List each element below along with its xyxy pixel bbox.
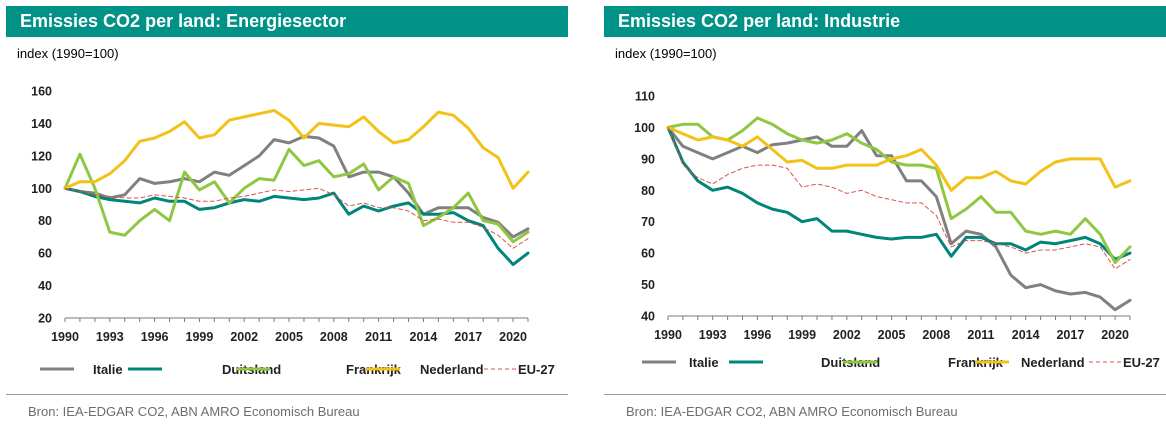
source-note: Bron: IEA-EDGAR CO2, ABN AMRO Economisch…: [626, 404, 958, 419]
x-tick-label: 2005: [878, 328, 906, 342]
legend-entry: Italie: [689, 355, 719, 370]
y-tick-label: 40: [641, 310, 655, 324]
x-tick-label: 2017: [454, 330, 482, 344]
chart-title: Emissies CO2 per land: Energiesector: [20, 11, 347, 31]
chart-title: Emissies CO2 per land: Industrie: [618, 11, 901, 31]
y-tick-label: 80: [641, 184, 655, 198]
series-line-duitsland: [666, 125, 1132, 261]
x-tick-label: 2005: [275, 330, 303, 344]
x-tick-label: 2014: [410, 330, 438, 344]
y-tick-label: 90: [641, 152, 655, 166]
legend-entry: Italie: [93, 362, 123, 377]
source-divider: [604, 394, 1166, 395]
x-tick-label: 1990: [654, 328, 682, 342]
x-tick-label: 2002: [230, 330, 258, 344]
chart-panel-industrie: Emissies CO2 per land: Industrie index (…: [598, 0, 1166, 427]
y-tick-label: 70: [641, 215, 655, 229]
line-chart-industrie: 40 50 60 70 80 90 100 110 1990 1993 1996 1999 2002 20…: [634, 90, 1160, 371]
y-axis-label: index (1990=100): [615, 46, 717, 61]
line-chart-energiesector: 20 40 60 80 100 120 140 160 1990 1993 1996 1999 2002…: [31, 85, 555, 378]
series-line-nederland: [63, 109, 530, 190]
y-tick-label: 110: [635, 90, 655, 104]
series-line-frankrijk: [666, 116, 1132, 265]
y-tick-label: 50: [641, 278, 655, 292]
x-tick-label: 2014: [1012, 328, 1040, 342]
source-note: Bron: IEA-EDGAR CO2, ABN AMRO Economisch…: [28, 404, 360, 419]
legend-entry: EU-27: [518, 362, 555, 377]
legend-entry: Nederland: [1021, 355, 1085, 370]
chart-title-bar: Emissies CO2 per land: Energiesector: [6, 6, 568, 37]
y-tick-label: 140: [31, 117, 52, 131]
x-tick-label: 2002: [833, 328, 861, 342]
series-line-nederland: [666, 125, 1132, 192]
x-tick-label: 1999: [186, 330, 214, 344]
x-tick-label: 1999: [788, 328, 816, 342]
x-tick-label: 1990: [51, 330, 79, 344]
x-tick-label: 1996: [744, 328, 772, 342]
series-line-italie: [666, 125, 1132, 312]
legend-entry: EU-27: [1123, 355, 1160, 370]
x-tick-label: 2017: [1056, 328, 1084, 342]
y-tick-label: 20: [38, 312, 52, 326]
series-line-eu-27: [64, 187, 529, 249]
chart-panel-energiesector: Emissies CO2 per land: Energiesector ind…: [0, 0, 570, 427]
x-tick-label: 1993: [699, 328, 727, 342]
x-tick-label: 2020: [1101, 328, 1129, 342]
series-line-eu-27: [667, 126, 1131, 270]
x-tick-label: 1996: [141, 330, 169, 344]
x-tick-label: 2011: [967, 328, 994, 342]
series-line-frankrijk: [63, 147, 530, 244]
chart-title-bar: Emissies CO2 per land: Industrie: [604, 6, 1166, 37]
y-tick-label: 80: [38, 214, 52, 228]
y-tick-label: 120: [31, 149, 52, 163]
legend-entry: Nederland: [420, 362, 484, 377]
x-tick-label: 1993: [96, 330, 124, 344]
y-tick-label: 100: [31, 182, 52, 196]
x-tick-label: 2020: [499, 330, 527, 344]
y-tick-label: 100: [634, 121, 655, 135]
x-tick-label: 2011: [365, 330, 392, 344]
y-axis-label: index (1990=100): [17, 46, 119, 61]
y-tick-label: 40: [38, 279, 52, 293]
y-tick-label: 160: [31, 85, 52, 99]
series-line-duitsland: [63, 186, 530, 266]
y-tick-label: 60: [641, 247, 655, 261]
source-divider: [6, 394, 568, 395]
x-tick-label: 2008: [922, 328, 950, 342]
x-tick-label: 2008: [320, 330, 348, 344]
y-tick-label: 60: [38, 247, 52, 261]
